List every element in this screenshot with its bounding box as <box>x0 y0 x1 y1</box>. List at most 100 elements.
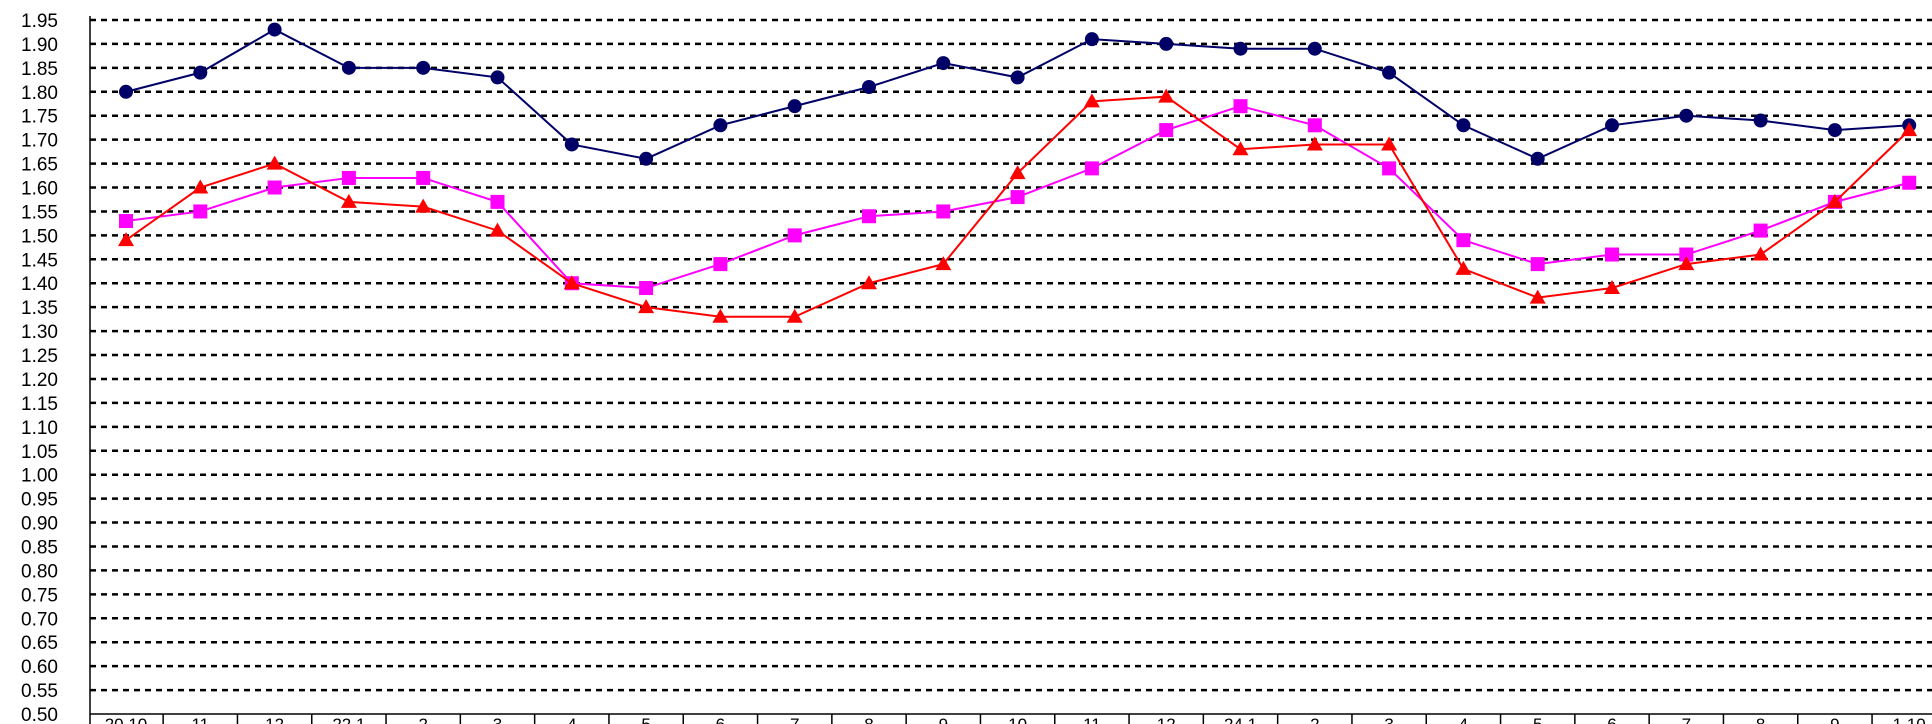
data-point <box>118 232 134 247</box>
data-point <box>1159 123 1174 138</box>
data-point <box>1827 123 1842 138</box>
data-point <box>1456 233 1471 248</box>
data-point <box>1455 260 1472 275</box>
series-square <box>119 99 1917 296</box>
data-point <box>1753 223 1768 238</box>
data-point <box>341 60 356 75</box>
y-tick-label: 1.10 <box>21 418 58 439</box>
data-point <box>341 170 356 185</box>
series-group <box>118 22 1918 323</box>
y-tick-label: 0.90 <box>21 514 58 535</box>
data-point <box>192 179 209 194</box>
data-point <box>1009 165 1026 180</box>
data-point <box>639 151 654 166</box>
data-point <box>1678 256 1695 271</box>
y-tick-label: 0.60 <box>21 657 58 678</box>
y-tick-label: 1.35 <box>21 298 58 319</box>
data-point <box>712 308 729 323</box>
series-triangle <box>118 88 1918 323</box>
data-point <box>1233 99 1248 114</box>
data-point <box>862 209 876 224</box>
x-tick-label: 9 <box>1830 715 1839 724</box>
x-tick-label: 12 <box>265 715 284 724</box>
data-point <box>936 56 951 71</box>
y-tick-label: 1.15 <box>21 394 58 415</box>
data-point <box>1306 136 1323 151</box>
x-tick-label: 6 <box>716 715 725 724</box>
data-point <box>416 60 431 75</box>
data-point <box>1901 122 1918 137</box>
data-point <box>1604 280 1620 295</box>
x-tick-label: 1.10 <box>1893 715 1926 724</box>
y-tick-label: 1.50 <box>21 226 58 247</box>
x-tick-label: 2 <box>418 715 427 724</box>
series-circle <box>119 22 1917 166</box>
data-point <box>1307 41 1322 56</box>
data-point <box>1530 151 1545 166</box>
data-point <box>564 137 579 152</box>
data-point <box>1902 175 1917 190</box>
data-point <box>787 228 802 243</box>
x-tick-label: 8 <box>864 715 873 724</box>
data-point <box>340 193 357 208</box>
x-tick-label: 3 <box>493 715 502 724</box>
x-tick-label: 7 <box>1682 715 1691 724</box>
y-tick-label: 0.70 <box>21 609 58 630</box>
data-point <box>1530 257 1545 272</box>
y-tick-label: 0.95 <box>21 490 58 511</box>
data-point <box>936 204 951 219</box>
data-point <box>713 257 728 272</box>
x-tick-label: 2 <box>1310 715 1319 724</box>
data-point <box>1456 118 1471 133</box>
data-point <box>489 222 506 237</box>
data-point <box>119 214 133 229</box>
y-tick-label: 1.05 <box>21 442 58 463</box>
y-tick-label: 1.90 <box>21 35 58 56</box>
x-tick-label: 5 <box>641 715 650 724</box>
y-tick-label: 0.75 <box>21 585 58 606</box>
data-point <box>1158 88 1175 103</box>
data-point <box>861 275 877 290</box>
y-tick-label: 1.45 <box>21 250 58 271</box>
data-point <box>1382 161 1397 176</box>
y-tick-label: 1.75 <box>21 107 58 128</box>
data-point <box>490 70 505 85</box>
y-tick-label: 1.25 <box>21 346 58 367</box>
data-point <box>1605 247 1619 262</box>
x-tick-label: 7 <box>790 715 799 724</box>
data-point <box>1307 118 1322 133</box>
data-point <box>563 275 580 290</box>
data-point <box>415 198 432 213</box>
data-point <box>119 84 133 99</box>
x-tick-label: 20.10 <box>105 715 148 724</box>
data-point <box>862 80 876 95</box>
x-tick-label: 11 <box>1083 715 1101 724</box>
y-tick-label: 0.80 <box>21 561 58 582</box>
y-tick-label: 1.20 <box>21 370 58 391</box>
data-point <box>1382 65 1397 80</box>
data-point <box>416 170 431 185</box>
y-tick-label: 1.40 <box>21 274 58 295</box>
y-tick-label: 0.55 <box>21 681 58 702</box>
x-tick-label: 3 <box>1384 715 1393 724</box>
data-point <box>267 22 282 37</box>
data-point <box>1752 246 1769 261</box>
data-point <box>1084 161 1099 176</box>
data-point <box>935 256 952 271</box>
data-point <box>1529 289 1546 304</box>
y-tick-label: 1.95 <box>21 11 58 32</box>
y-tick-label: 0.65 <box>21 633 58 654</box>
data-point <box>639 281 654 296</box>
data-point <box>787 99 802 114</box>
y-tick-label: 1.65 <box>21 155 58 176</box>
data-point <box>267 180 282 195</box>
data-point <box>1826 193 1843 208</box>
x-axis: 20.10 11 12 22.1 2 3 4 5 6 7 8 9 10 11 12 24.1 2 3 4 5 6 7 8 9 1… <box>89 16 1932 724</box>
y-tick-label: 1.00 <box>21 466 58 487</box>
x-tick-label: 24.1 <box>1224 715 1257 724</box>
grid-lines <box>90 18 1932 692</box>
y-tick-label: 1.80 <box>21 83 58 104</box>
data-point <box>1232 141 1249 156</box>
x-tick-label: 9 <box>939 715 948 724</box>
